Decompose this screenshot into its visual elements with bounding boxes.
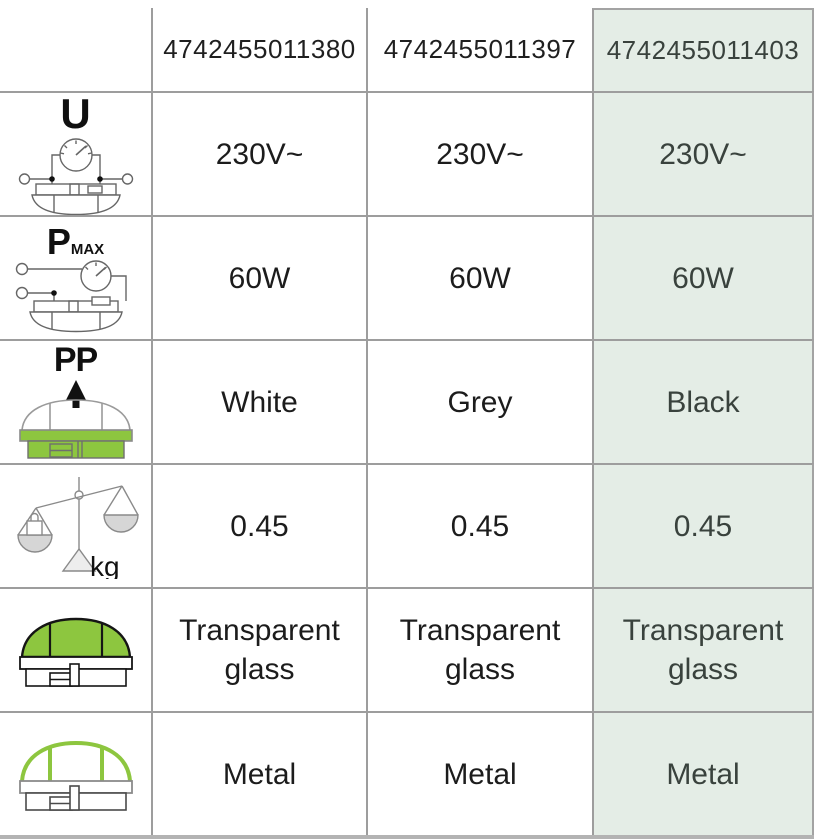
diffuser-value-1: Transparent glass [151, 587, 366, 711]
cell-text: 60W [228, 261, 291, 295]
cell-text: 230V~ [215, 137, 304, 171]
power-value-1: 60W [151, 215, 366, 339]
cell-text: Transparent glass [622, 614, 784, 686]
row-weight-icon-cell: kg [0, 463, 151, 587]
row-color-icon-cell: PP [0, 339, 151, 463]
weight-icon: kg [16, 477, 139, 579]
wire-node [50, 289, 57, 296]
cell-text: Metal [443, 757, 517, 791]
weight-value-2: 0.45 [366, 463, 592, 587]
cell-text: 230V~ [436, 137, 524, 171]
row-diffuser-icon-cell [0, 587, 151, 711]
color-value-3: Black [592, 339, 814, 463]
scale-base [61, 547, 96, 572]
reference-weight [25, 512, 43, 536]
header-empty-cell [0, 8, 151, 91]
cell-text: 230V~ [659, 137, 747, 171]
weight-value-1: 0.45 [151, 463, 366, 587]
color-value-2: Grey [366, 339, 592, 463]
housing-value-3: Metal [592, 711, 814, 835]
cell-text: Grey [447, 385, 513, 419]
cell-text: Transparent glass [399, 614, 561, 686]
cell-text: 0.45 [673, 509, 733, 543]
cell-text: Transparent glass [179, 614, 340, 686]
row-voltage-icon-cell: U [0, 91, 151, 215]
voltage-symbol: U [60, 91, 91, 137]
power-value-3: 60W [592, 215, 814, 339]
power-symbol-max: MAX [70, 240, 105, 258]
diffuser-value-3: Transparent glass [592, 587, 814, 711]
header-product-code-1: 4742455011380 [151, 8, 366, 91]
housing-material-icon [18, 740, 133, 811]
diffuser-value-2: Transparent glass [366, 587, 592, 711]
green-dome-outline [19, 740, 132, 782]
power-symbol-p: P [46, 220, 71, 262]
voltage-value-3: 230V~ [592, 91, 814, 215]
green-diffuser-dome [20, 617, 131, 659]
max-power-symbol: PMAX [46, 220, 105, 262]
voltage-value-2: 230V~ [366, 91, 592, 215]
product-color-icon [18, 379, 133, 459]
cell-text: White [221, 385, 298, 419]
diffuser-material-icon [18, 617, 133, 687]
power-value-2: 60W [366, 215, 592, 339]
color-value-1: White [151, 339, 366, 463]
voltage-value-1: 230V~ [151, 91, 366, 215]
cell-text: 60W [449, 261, 511, 295]
weight-value-3: 0.45 [592, 463, 814, 587]
green-base-bar [18, 428, 133, 442]
kg-unit-label: kg [90, 551, 120, 579]
cell-text: 0.45 [450, 509, 510, 543]
wire-node [48, 176, 55, 182]
header-product-code-3-highlighted: 4742455011403 [592, 8, 814, 91]
cell-text: Metal [666, 757, 740, 791]
housing-value-1: Metal [151, 711, 366, 835]
left-pan [16, 534, 53, 553]
green-housing [26, 439, 125, 459]
spec-grid: 4742455011380 4742455011397 474245501140… [0, 8, 814, 835]
right-pan [102, 514, 139, 533]
up-arrow-stem [72, 399, 79, 408]
header-product-code-2: 4742455011397 [366, 8, 592, 91]
row-power-icon-cell: PMAX [0, 215, 151, 339]
product-code: 4742455011403 [606, 35, 800, 65]
cell-text: Metal [222, 757, 297, 791]
housing-value-2: Metal [366, 711, 592, 835]
up-arrow [65, 379, 86, 400]
pp-symbol: PP [53, 340, 98, 379]
cell-text: 60W [672, 261, 734, 295]
product-code: 4742455011380 [163, 34, 356, 64]
cell-text: Black [666, 385, 740, 419]
voltage-icon [18, 138, 133, 215]
max-power-icon [15, 259, 127, 332]
product-code: 4742455011397 [383, 34, 577, 64]
row-housing-icon-cell [0, 711, 151, 835]
cell-text: 0.45 [230, 509, 289, 543]
wire-node [96, 176, 103, 182]
